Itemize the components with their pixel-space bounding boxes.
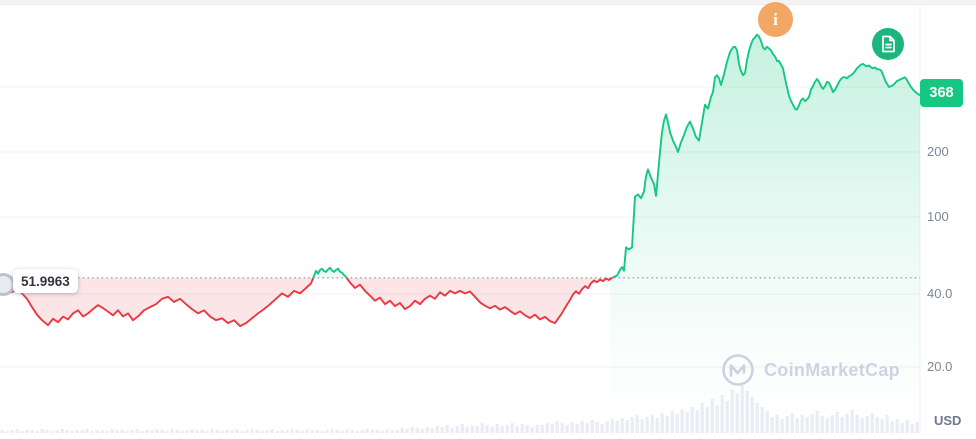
- info-glyph: i: [773, 9, 778, 29]
- y-tick-label: 200: [927, 144, 949, 159]
- currency-unit-label: USD: [934, 413, 962, 428]
- top-border: [0, 0, 976, 5]
- current-price-value: 368: [929, 85, 954, 101]
- info-icon[interactable]: i: [758, 2, 793, 37]
- note-document-icon[interactable]: [872, 28, 904, 60]
- current-price-badge: 368: [920, 79, 963, 107]
- baseline-price-value: 51.9963: [21, 273, 70, 289]
- y-tick-label: 20.0: [927, 359, 953, 374]
- y-tick-label: 100: [927, 209, 949, 224]
- document-glyph-icon: [881, 35, 895, 53]
- baseline-price-label: 51.9963: [13, 269, 78, 293]
- y-tick-label: 40.0: [927, 286, 953, 301]
